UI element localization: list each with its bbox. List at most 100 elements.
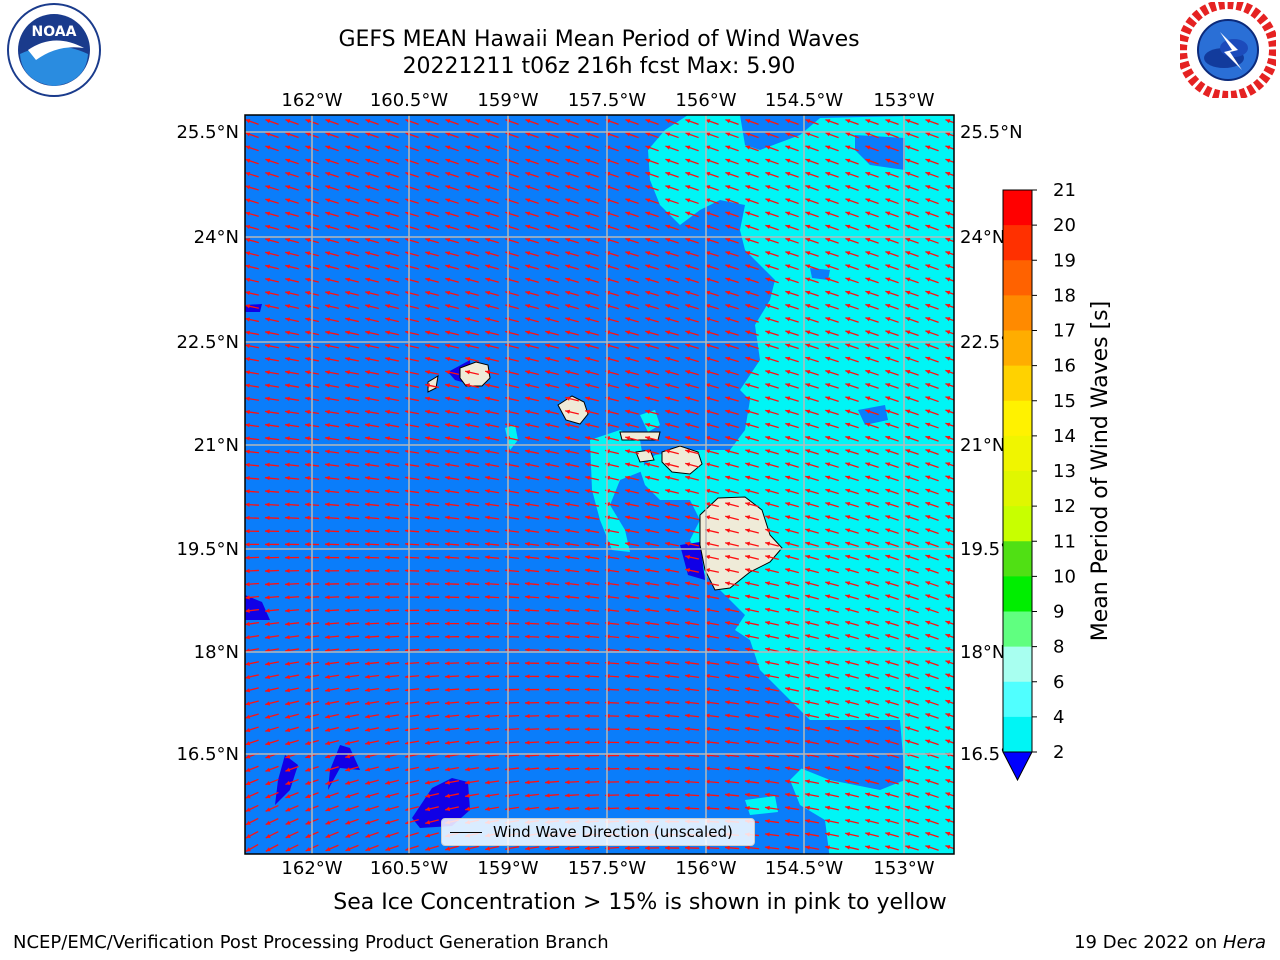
wind-wave-arrow (565, 211, 579, 218)
wind-wave-arrow (745, 158, 759, 165)
wind-wave-arrow (745, 211, 759, 218)
wind-wave-arrow (565, 330, 579, 336)
wind-wave-arrow (945, 316, 954, 322)
wind-wave-arrow (625, 343, 639, 349)
wind-wave-arrow (545, 251, 559, 257)
wind-wave-arrow (685, 251, 699, 257)
wind-wave-arrow (644, 660, 660, 666)
wind-wave-arrow (624, 845, 640, 851)
wind-wave-arrow (784, 766, 800, 771)
wind-wave-arrow (945, 264, 954, 269)
wind-wave-arrow (925, 330, 939, 337)
wind-wave-arrow (524, 700, 540, 706)
wind-wave-arrow (485, 304, 499, 310)
wind-wave-arrow (425, 356, 439, 362)
wind-wave-arrow (565, 224, 579, 231)
wind-wave-arrow (444, 727, 460, 732)
wind-wave-arrow (545, 237, 559, 244)
wind-wave-arrow (245, 765, 259, 772)
wind-wave-arrow (444, 621, 460, 626)
wind-wave-arrow (564, 740, 580, 745)
wind-wave-arrow (645, 396, 659, 402)
wind-wave-arrow (665, 436, 679, 442)
wind-wave-arrow (445, 198, 459, 204)
wind-wave-arrow (284, 423, 300, 428)
wind-wave-arrow (564, 555, 580, 560)
wind-wave-arrow (464, 714, 480, 719)
wind-wave-arrow (644, 607, 660, 613)
wind-wave-arrow (465, 449, 479, 454)
colorbar-segment (1003, 330, 1032, 367)
wind-wave-arrow (264, 383, 280, 388)
wind-wave-arrow (564, 674, 580, 679)
wind-wave-arrow (765, 224, 779, 231)
wind-wave-arrow (285, 674, 299, 680)
wind-wave-arrow (725, 330, 739, 336)
wind-wave-arrow (905, 633, 919, 640)
wind-wave-arrow (765, 369, 779, 376)
wind-wave-arrow (704, 726, 720, 732)
wind-wave-arrow (845, 330, 859, 337)
wind-wave-arrow (524, 647, 540, 653)
wind-wave-arrow (665, 290, 679, 297)
wind-wave-arrow (725, 422, 739, 429)
wind-wave-arrow (425, 198, 439, 204)
wind-wave-arrow (265, 739, 279, 746)
wind-wave-arrow (825, 568, 839, 574)
wind-wave-arrow (665, 515, 679, 521)
wind-wave-arrow (785, 409, 799, 416)
wind-wave-arrow (925, 383, 939, 389)
wind-wave-arrow (625, 370, 639, 376)
wind-wave-arrow (704, 766, 720, 771)
wind-wave-arrow (785, 541, 799, 547)
island-oahu (557, 395, 589, 425)
wind-wave-arrow (804, 832, 820, 837)
wind-wave-arrow (945, 237, 954, 243)
wind-wave-arrow (265, 700, 279, 706)
wind-wave-arrow (925, 567, 939, 574)
wind-wave-arrow (765, 607, 779, 613)
wind-wave-arrow (685, 145, 699, 152)
wind-wave-arrow (545, 277, 559, 283)
wind-wave-arrow (845, 369, 859, 376)
wind-wave-arrow (564, 687, 580, 692)
wind-wave-arrow (905, 488, 919, 495)
wind-wave-arrow (885, 845, 899, 851)
wind-wave-arrow (665, 396, 679, 402)
wind-wave-arrow (905, 554, 919, 561)
wind-wave-arrow (564, 766, 580, 772)
wind-wave-arrow (764, 845, 780, 850)
wind-wave-arrow (764, 792, 780, 797)
wind-wave-arrow (285, 185, 299, 191)
wind-wave-arrow (665, 264, 679, 270)
wind-wave-arrow (745, 356, 759, 363)
wind-wave-arrow (425, 409, 439, 415)
wind-wave-arrow (885, 185, 899, 191)
wind-wave-arrow (525, 462, 539, 468)
wind-wave-arrow (724, 739, 740, 745)
wind-wave-arrow (785, 581, 799, 587)
wind-wave-arrow (365, 370, 379, 375)
wind-wave-arrow (644, 594, 660, 599)
wind-wave-arrow (445, 290, 459, 297)
wind-wave-arrow (685, 211, 699, 218)
wind-wave-arrow (684, 634, 700, 639)
wind-wave-arrow (465, 238, 479, 244)
wind-wave-arrow (765, 185, 779, 191)
wind-wave-arrow (525, 436, 539, 441)
wind-wave-arrow (945, 330, 954, 335)
wind-wave-arrow (945, 369, 954, 375)
wind-wave-arrow (745, 145, 759, 152)
wind-wave-arrow (545, 317, 559, 323)
wind-wave-arrow (825, 369, 839, 376)
wind-wave-arrow (905, 726, 919, 732)
wind-wave-arrow (845, 686, 859, 693)
wind-wave-arrow (284, 502, 300, 507)
wind-wave-arrow (804, 845, 820, 850)
wind-wave-arrow (524, 555, 540, 560)
wind-wave-arrow (644, 726, 660, 732)
wind-wave-arrow (704, 713, 720, 718)
wind-wave-arrow (344, 515, 360, 520)
wind-wave-arrow (485, 119, 499, 125)
wind-wave-arrow (525, 132, 539, 139)
